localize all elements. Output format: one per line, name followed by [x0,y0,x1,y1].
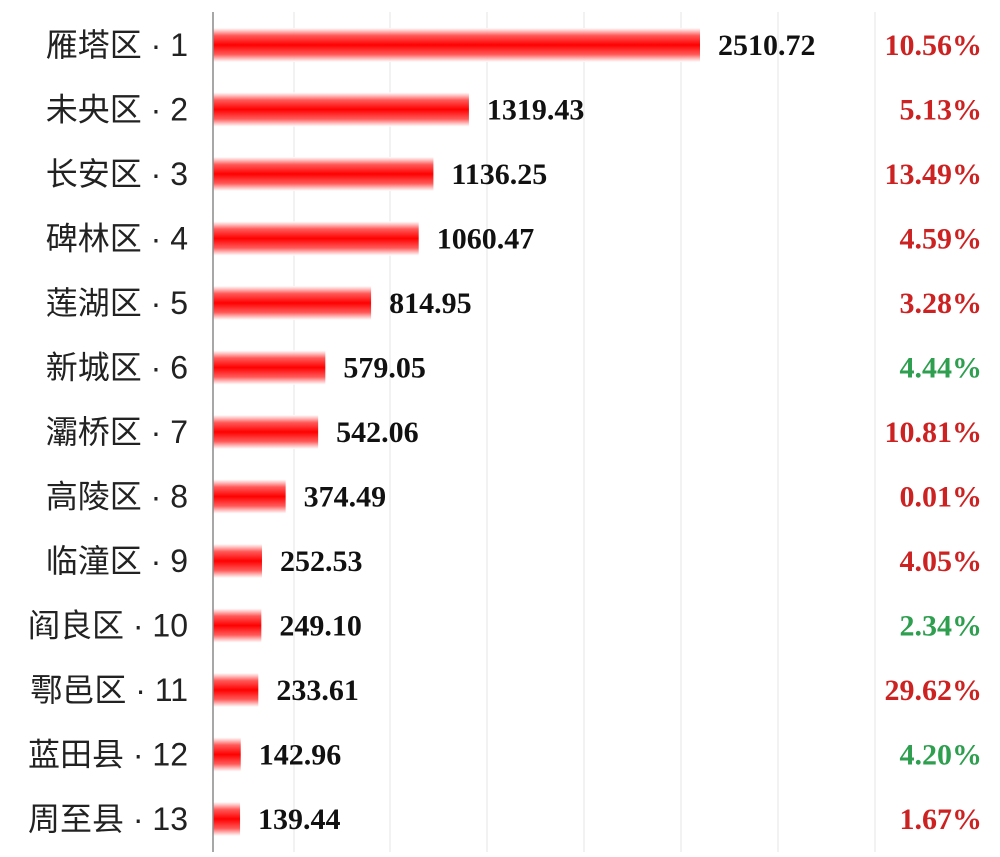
growth-rate-label: 1.67% [900,803,983,836]
growth-rate-label: 29.62% [885,674,983,707]
bar [213,28,700,62]
category-label: 临潼区 · 9 [46,543,188,579]
category-label: 新城区 · 6 [46,350,188,386]
category-label: 阎良区 · 10 [28,608,188,644]
bar [213,221,419,256]
category-label: 长安区 · 3 [46,156,188,192]
bars [213,28,700,836]
category-label: 碑林区 · 4 [46,221,188,257]
value-label: 374.49 [304,481,387,514]
bar [213,802,241,836]
category-label: 未央区 · 2 [46,92,188,128]
labels: 雁塔区 · 1 2510.72 10.56% 未央区 · 2 1319.43 5.13% 长… [28,27,982,837]
bar [213,608,262,643]
bar [213,544,262,578]
bar [213,479,286,514]
category-label: 周至县 · 13 [28,801,188,837]
value-label: 233.61 [276,674,359,707]
gridlines [293,12,876,852]
bar [213,157,434,191]
bar [213,286,372,320]
value-label: 1136.25 [451,158,547,191]
value-label: 142.96 [259,739,342,772]
value-label: 814.95 [389,287,472,320]
value-label: 579.05 [343,352,426,385]
category-label: 蓝田县 · 12 [28,737,188,773]
growth-rate-label: 5.13% [900,94,983,127]
category-label: 雁塔区 · 1 [46,27,188,63]
value-label: 2510.72 [718,29,816,62]
bar [213,92,469,127]
value-label: 139.44 [258,803,341,836]
growth-rate-label: 0.01% [900,481,983,514]
growth-rate-label: 4.59% [900,223,983,256]
value-label: 1060.47 [437,223,535,256]
growth-rate-label: 4.05% [900,545,983,578]
bar [213,673,259,707]
growth-rate-label: 10.81% [885,416,983,449]
category-label: 莲湖区 · 5 [46,285,188,321]
growth-rate-label: 3.28% [900,287,983,320]
bar [213,737,241,772]
category-label: 鄠邑区 · 11 [30,672,188,708]
value-label: 249.10 [279,610,362,643]
category-label: 高陵区 · 8 [46,479,188,515]
growth-rate-label: 4.44% [900,352,983,385]
growth-rate-label: 13.49% [885,158,983,191]
value-label: 1319.43 [487,94,585,127]
growth-rate-label: 10.56% [885,29,983,62]
bar [213,415,319,449]
growth-rate-label: 4.20% [900,739,983,772]
bar [213,350,326,385]
value-label: 252.53 [280,545,363,578]
growth-rate-label: 2.34% [900,610,983,643]
value-label: 542.06 [336,416,419,449]
category-label: 灞桥区 · 7 [46,414,188,450]
